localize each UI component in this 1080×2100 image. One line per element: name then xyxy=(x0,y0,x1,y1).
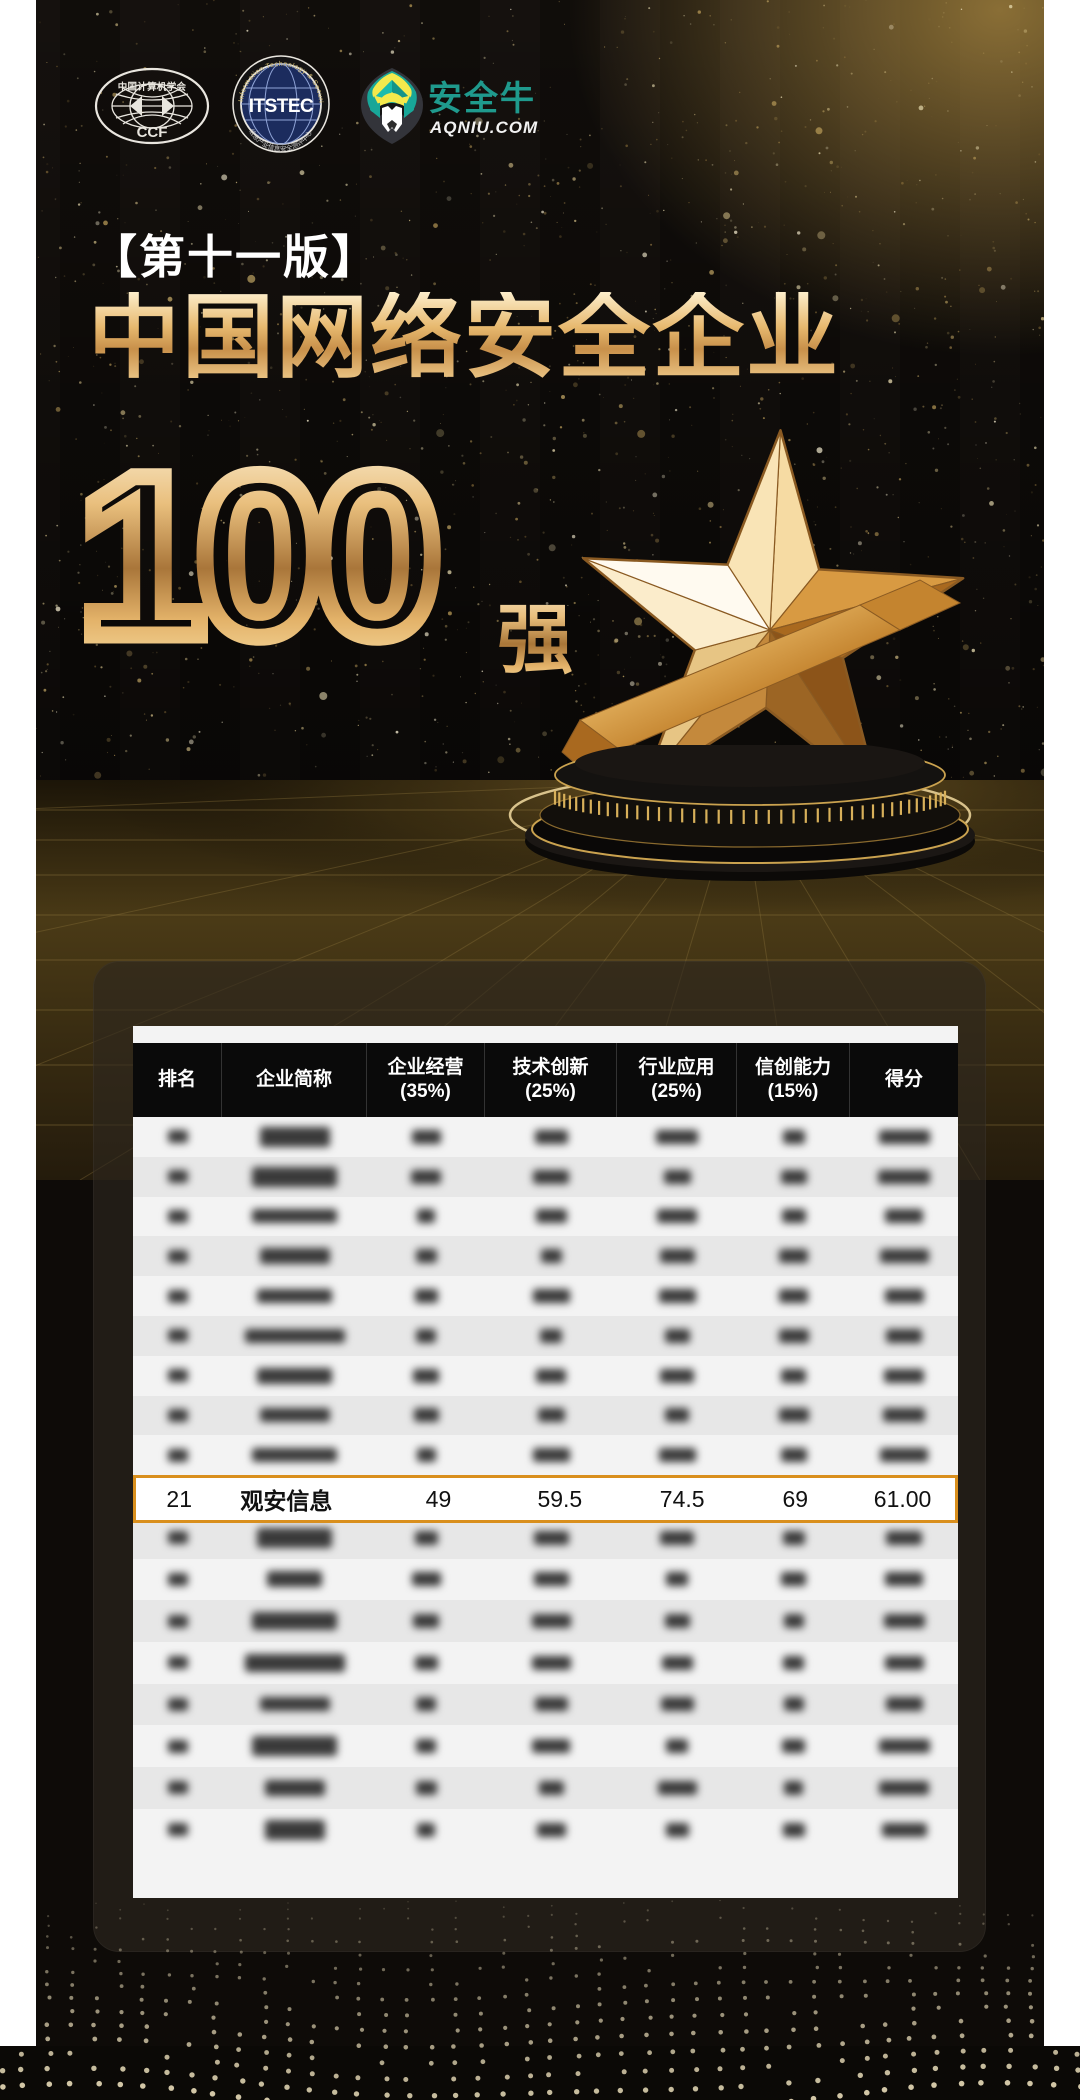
svg-text:ITSTEC: ITSTEC xyxy=(249,96,314,117)
svg-text:100: 100 xyxy=(78,450,433,680)
svg-text:CCF: CCF xyxy=(137,124,168,141)
svg-text:安全牛: 安全牛 xyxy=(428,79,536,118)
svg-text:AQNIU.COM: AQNIU.COM xyxy=(429,118,538,137)
